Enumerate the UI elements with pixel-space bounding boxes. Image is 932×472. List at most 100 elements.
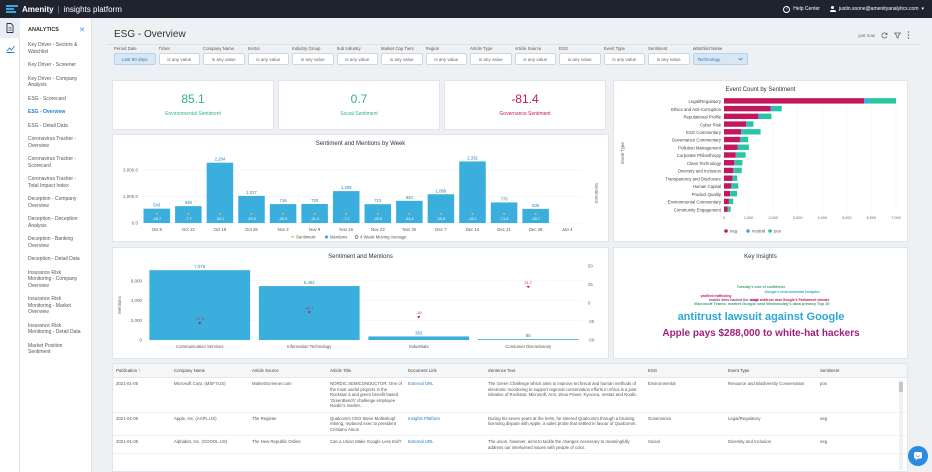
column-header-esg[interactable]: ESG (645, 364, 725, 378)
filter-value-control[interactable]: is any value (470, 53, 512, 65)
rail-documents-button[interactable] (0, 18, 20, 38)
table-row[interactable]: 2021-01-05 Apple, Inc. (AAPL.US) The Regis… (113, 412, 907, 436)
sentiment-label: -41.2 (310, 217, 319, 221)
table-row[interactable]: 2021-01-05 Microsoft Corp. (MSFT.US) Marke… (113, 377, 907, 413)
event-bar-pos (741, 136, 749, 143)
legend-label: pos (774, 229, 781, 234)
event-bar-neutral (733, 167, 735, 174)
filter-value-control[interactable]: is any value (648, 53, 690, 65)
table-scrollbar[interactable] (899, 380, 903, 470)
filter-value-control[interactable]: is any value (158, 53, 200, 65)
category-label: Human Capital (693, 184, 721, 189)
app-logo[interactable]: Amenity | insights platform (6, 5, 122, 14)
chevron-down-icon (737, 57, 743, 62)
filter-value-control[interactable]: Technology (692, 53, 748, 65)
chat-support-button[interactable] (908, 446, 928, 466)
column-header-publication[interactable]: Publication ↑ (113, 364, 171, 378)
filter-label: Sentiment (648, 46, 668, 51)
table-cell: The New Republic Online (249, 435, 327, 454)
sidenav-item-insurance-risk-monitoring-company-overview[interactable]: Insurance Risk Monitoring - Company Over… (28, 269, 78, 289)
help-center-link[interactable]: ? Help Center (783, 5, 820, 13)
sidenav-item-insurance-risk-monitoring-detail-data[interactable]: Insurance Risk Monitoring - Detail Data (28, 322, 81, 336)
filter-value-control[interactable]: is any value (603, 53, 645, 65)
column-header-article-title[interactable]: Article Title (327, 364, 405, 378)
column-header-sentiment[interactable]: Sentiment (817, 364, 907, 378)
event-bar-neg (724, 160, 735, 166)
filter-value-control[interactable]: is any value (336, 53, 378, 65)
sidenav-item-deception-company-overview[interactable]: Deception - Company Overview (28, 196, 77, 209)
column-header-sentence-text[interactable]: Sentence Text (485, 364, 645, 378)
table-cell: Microsoft Corp. (MSFT.US) (171, 377, 249, 413)
sentiment-marker (526, 285, 530, 289)
document-link[interactable]: External URL (405, 377, 485, 413)
filter-value: is any value (256, 56, 281, 62)
sidenav-item-market-position-sentiment[interactable]: Market Position Sentiment (28, 342, 63, 356)
rail-analytics-button[interactable] (0, 38, 20, 58)
filter-value-control[interactable]: is any value (425, 53, 467, 65)
filter-value-control[interactable]: is any value (381, 53, 423, 65)
filter-value: is any value (211, 56, 236, 62)
sidenav-item-coronavirus-tracker-overview[interactable]: Coronavirus Tracker - Overview (28, 136, 77, 149)
filter-value: is any value (345, 56, 370, 62)
sentiment-label: -71.8 (500, 217, 509, 221)
sidenav-item-coronavirus-tracker-scorecard[interactable]: Coronavirus Tracker - Scorecard (28, 156, 77, 169)
more-vertical-icon[interactable] (907, 31, 910, 39)
filter-value-control[interactable]: is any value (292, 53, 334, 65)
column-header-event-type[interactable]: Event Type (725, 364, 817, 378)
legend-swatch (324, 235, 329, 239)
document-link[interactable]: External URL (405, 435, 485, 454)
sidenav-item-key-driver-sectors-watchlist[interactable]: Key Driver - Sectors & Watchlist (28, 42, 78, 55)
document-link[interactable]: Insights Platform (405, 412, 485, 436)
sidenav-item-esg-overview[interactable]: ESG - Overview (28, 109, 66, 115)
column-header-company-name[interactable]: Company Name (171, 364, 249, 378)
filter-label: Article Type (470, 46, 493, 51)
chat-icon (914, 452, 922, 461)
user-menu[interactable]: justin.soone@amenityanalytics.com ▾ (829, 6, 924, 12)
table-row[interactable]: 2021-01-05 Alphabet, Inc. (GOOGL.US) The N… (113, 435, 907, 454)
bar-value-label: 1,089 (436, 188, 447, 193)
filter-label: Industry Group (292, 46, 321, 51)
x-tick-label: Nov 30 (403, 227, 417, 232)
event-bar-neutral (746, 121, 749, 127)
weekly-chart-card: Sentiment and Mentions by Week 0.0 1,000.… (112, 134, 609, 242)
filter-value: is any value (478, 56, 503, 62)
sidenav-item-deception-banking-overview[interactable]: Deception - Banking Overview (28, 236, 74, 249)
table-cell: The Register (249, 412, 327, 436)
bar-value-label: 536 (532, 203, 540, 208)
filter-icon[interactable] (894, 32, 901, 39)
filter-value-control[interactable]: is any value (247, 53, 289, 65)
filter-period-date: Period Date Last 90 days (114, 46, 156, 65)
close-icon[interactable]: ✕ (79, 27, 85, 34)
sidenav-item-deception-deception-analysis[interactable]: Deception - Deception Analysis (28, 216, 78, 229)
kpi-social-sentiment: 0.7 Social Sentiment (278, 80, 440, 130)
y-tick-label: 2,000.0 (123, 168, 139, 173)
filter-value-control[interactable]: Last 90 days (114, 53, 156, 65)
mention-bar (206, 162, 234, 223)
filter-value-control[interactable]: is any value (559, 53, 601, 65)
sidenav-item-key-driver-company-analysis[interactable]: Key Driver - Company Analysis (28, 75, 78, 89)
sidenav-item-deception-detail-data[interactable]: Deception - Detail Data (28, 256, 80, 262)
event-bar-neutral (730, 190, 731, 197)
column-header-article-source[interactable]: Article Source (249, 364, 327, 378)
category-label: Corporate Philanthropy (677, 153, 722, 158)
table-cell: Environmental (645, 377, 725, 413)
sidenav-item-insurance-risk-monitoring-market-overview[interactable]: Insurance Risk Monitoring - Market Overv… (28, 296, 72, 315)
sentiment-marker (471, 213, 474, 216)
event-bar-pos (730, 190, 738, 197)
x-tick-label: Consumer Discretionary (505, 344, 552, 349)
kpi-value: 0.7 (350, 92, 368, 106)
sidenav-item-esg-scorecard[interactable]: ESG - Scorecard (28, 95, 66, 102)
sentiment-label: -44.4 (405, 217, 414, 221)
table-cell: Can a Union Make Google Less Evil? (327, 435, 405, 454)
sidenav-item-coronavirus-tracker-total-impact-index[interactable]: Coronavirus Tracker - Total Impact Index (28, 176, 77, 189)
y2-tick-label: 0 (588, 301, 591, 306)
refresh-icon[interactable] (881, 31, 888, 39)
last-refresh-label: just now (858, 32, 875, 38)
sidenav-item-key-driver-screener[interactable]: Key Driver - Screener (28, 62, 77, 68)
filter-value-control[interactable]: is any value (514, 53, 556, 65)
column-header-document-link[interactable]: Document Link (405, 364, 485, 378)
sidenav-item-esg-detail-data[interactable]: ESG - Detail Data (28, 122, 68, 129)
event-bar-neg (724, 183, 732, 189)
filter-value-control[interactable]: is any value (203, 53, 245, 65)
sector-mention-bar (368, 336, 470, 340)
